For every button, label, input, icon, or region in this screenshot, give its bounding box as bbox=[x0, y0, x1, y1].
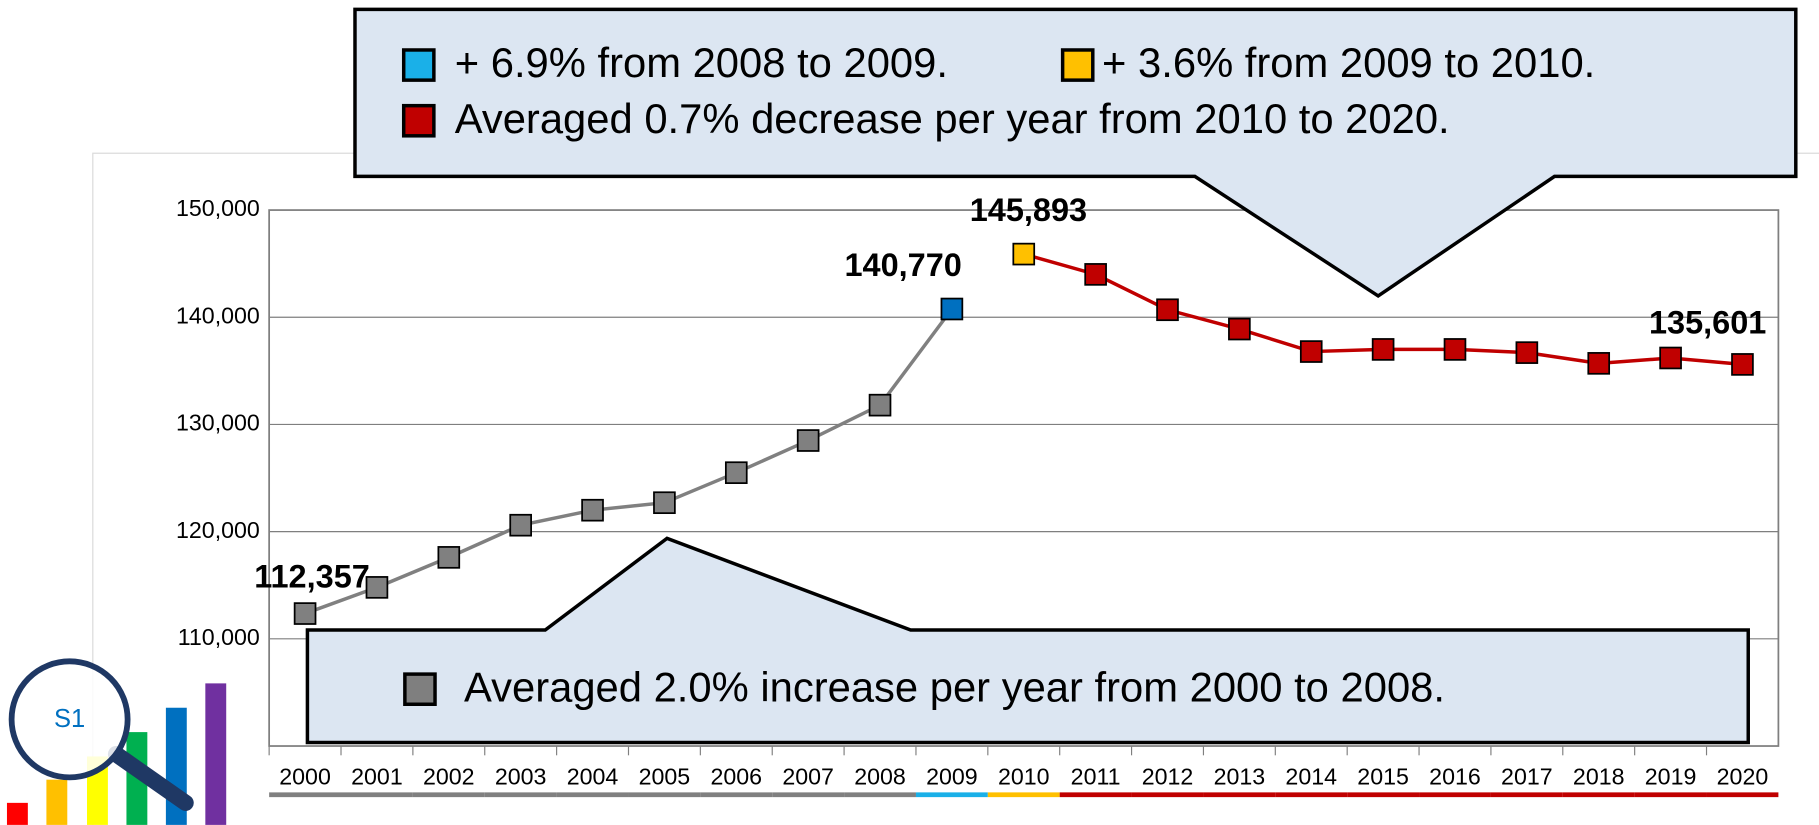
logo: S1 bbox=[6, 658, 227, 825]
x-tick-label: 2013 bbox=[1214, 764, 1266, 790]
plot: 110,000 120,000 130,000 140,000 150,000 2000 2… bbox=[176, 192, 1780, 798]
marker bbox=[1228, 317, 1251, 341]
x-tick-label: 2002 bbox=[423, 764, 475, 790]
y-tick-label: 140,000 bbox=[176, 302, 260, 328]
y-tick-label: 110,000 bbox=[178, 624, 260, 650]
logo-bar bbox=[46, 779, 68, 825]
x-tick-label: 2005 bbox=[639, 764, 691, 790]
x-tick-label: 2004 bbox=[567, 764, 619, 790]
marker bbox=[365, 576, 389, 599]
annotation: Averaged 0.7% decrease per year from 201… bbox=[455, 95, 1450, 142]
x-tick-label: 2009 bbox=[926, 764, 978, 790]
marker bbox=[1084, 263, 1107, 286]
x-tick-label: 2015 bbox=[1357, 764, 1409, 790]
x-tick-label: 2016 bbox=[1429, 764, 1481, 790]
marker bbox=[1156, 298, 1179, 322]
marker bbox=[293, 602, 317, 625]
icon-gray bbox=[403, 672, 437, 706]
logo-bar bbox=[6, 802, 28, 825]
marker bbox=[1515, 341, 1539, 364]
value-label: 145,893 bbox=[970, 192, 1087, 228]
value-label: 135,601 bbox=[1649, 305, 1766, 341]
x-tick-label: 2003 bbox=[495, 764, 547, 790]
x-tick-label: 2018 bbox=[1573, 764, 1625, 790]
x-tick-label: 2010 bbox=[998, 764, 1050, 790]
marker bbox=[940, 297, 964, 321]
x-tick-label: 2014 bbox=[1285, 764, 1337, 790]
marker bbox=[1731, 353, 1754, 376]
marker bbox=[1299, 340, 1323, 363]
marker bbox=[1443, 338, 1467, 361]
value-label: 140,770 bbox=[844, 247, 961, 283]
x-tick-label: 2008 bbox=[854, 764, 906, 790]
marker bbox=[581, 498, 604, 522]
x-tick-label: 2019 bbox=[1645, 764, 1697, 790]
icon-red bbox=[401, 103, 436, 138]
marker bbox=[724, 461, 748, 484]
x-tick-label: 2020 bbox=[1717, 764, 1769, 790]
series-line bbox=[304, 307, 954, 616]
x-tick-label: 2001 bbox=[351, 764, 403, 790]
logo-lens bbox=[8, 658, 131, 781]
x-tick-label: 2011 bbox=[1071, 764, 1121, 790]
icon-yellow bbox=[1060, 48, 1095, 82]
x-tick-label: 2017 bbox=[1501, 764, 1553, 790]
callout-bottom bbox=[305, 536, 1750, 745]
marker bbox=[653, 491, 676, 515]
x-tick-label: 2000 bbox=[279, 764, 331, 790]
x-tick-label: 2012 bbox=[1142, 764, 1194, 790]
callout-top bbox=[353, 7, 1798, 299]
y-tick-label: 150,000 bbox=[176, 195, 260, 221]
icon-blue bbox=[401, 48, 436, 82]
x-tick-label: 2007 bbox=[782, 764, 834, 790]
logo-handle bbox=[107, 746, 194, 811]
annotation: Averaged 2.0% increase per year from 200… bbox=[464, 663, 1445, 710]
plot-frame bbox=[268, 209, 1780, 747]
marker bbox=[1371, 338, 1395, 361]
y-tick-label: 130,000 bbox=[176, 410, 260, 436]
marker bbox=[868, 393, 892, 417]
marker bbox=[1659, 346, 1682, 370]
x-tick-label: 2006 bbox=[710, 764, 762, 790]
annotation: + 3.6% from 2009 to 2010. bbox=[1102, 39, 1595, 86]
marker bbox=[796, 429, 820, 452]
logo-text: S1 bbox=[54, 705, 85, 733]
marker bbox=[437, 546, 461, 569]
logo-bar bbox=[205, 683, 227, 825]
marker bbox=[1012, 242, 1036, 266]
annotation: + 6.9% from 2008 to 2009. bbox=[455, 39, 948, 86]
marker bbox=[509, 513, 532, 537]
y-tick-label: 120,000 bbox=[176, 517, 260, 543]
value-label: 112,357 bbox=[254, 558, 370, 594]
marker bbox=[1587, 352, 1611, 375]
